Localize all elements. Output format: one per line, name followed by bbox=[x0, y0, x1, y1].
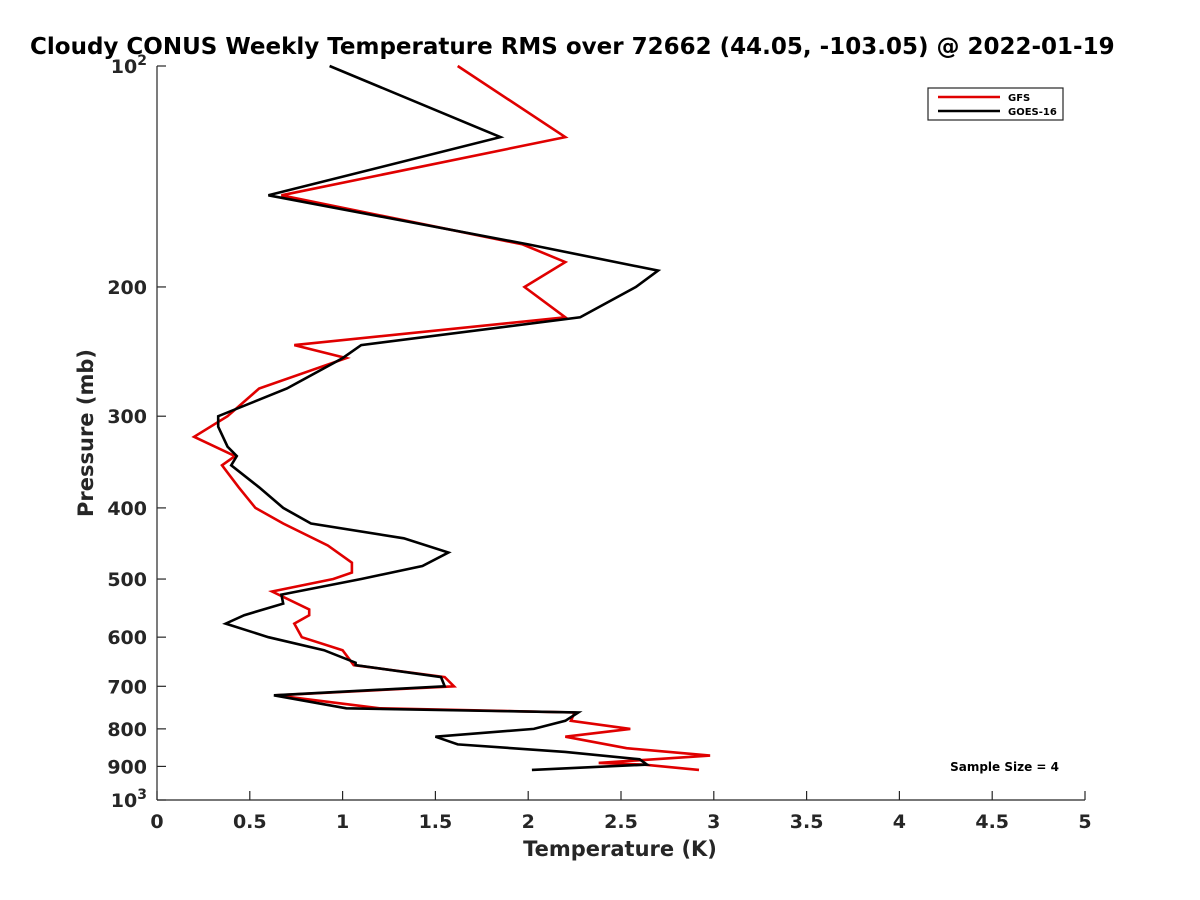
x-tick-label: 1 bbox=[336, 811, 349, 833]
x-tick-label: 4.5 bbox=[975, 811, 1009, 833]
x-tick-label: 2.5 bbox=[604, 811, 638, 833]
series-line-gfs bbox=[191, 64, 711, 772]
y-tick-label: 600 bbox=[107, 627, 147, 649]
x-tick-label: 0 bbox=[150, 811, 163, 833]
y-tick-label: 500 bbox=[107, 569, 147, 591]
legend-label: GFS bbox=[1008, 93, 1030, 104]
y-axis-ticks: 102 200 300 400 500 600 700 800 900 103 bbox=[107, 53, 166, 812]
x-tick-label: 3.5 bbox=[790, 811, 824, 833]
x-tick-label: 3 bbox=[707, 811, 720, 833]
sample-size-annotation: Sample Size = 4 bbox=[950, 760, 1059, 774]
legend-box bbox=[927, 87, 1064, 121]
chart-legend: GFS GOES-16 bbox=[927, 87, 1064, 121]
x-tick-label: 1.5 bbox=[419, 811, 453, 833]
y-axis-label: Pressure (mb) bbox=[74, 349, 98, 517]
y-tick-label: 700 bbox=[107, 676, 147, 698]
series-line-goes-16 bbox=[216, 64, 662, 772]
y-tick-label: 102 bbox=[111, 53, 147, 78]
x-tick-label: 5 bbox=[1078, 811, 1091, 833]
x-tick-label: 2 bbox=[522, 811, 535, 833]
y-tick-label: 300 bbox=[107, 406, 147, 428]
x-tick-label: 4 bbox=[893, 811, 906, 833]
x-tick-label: 0.5 bbox=[233, 811, 267, 833]
plot-area bbox=[156, 64, 1085, 801]
y-tick-label: 400 bbox=[107, 498, 147, 520]
x-axis-ticks: 0 0.5 1 1.5 2 2.5 3 3.5 4 4.5 5 bbox=[150, 791, 1092, 833]
y-tick-label: 200 bbox=[107, 277, 147, 299]
y-tick-label: 900 bbox=[107, 756, 147, 778]
chart-title: Cloudy CONUS Weekly Temperature RMS over… bbox=[30, 34, 1115, 60]
y-tick-label: 800 bbox=[107, 719, 147, 741]
y-tick-label: 103 bbox=[111, 787, 147, 812]
x-axis-label: Temperature (K) bbox=[523, 837, 717, 861]
legend-label: GOES-16 bbox=[1008, 107, 1057, 118]
